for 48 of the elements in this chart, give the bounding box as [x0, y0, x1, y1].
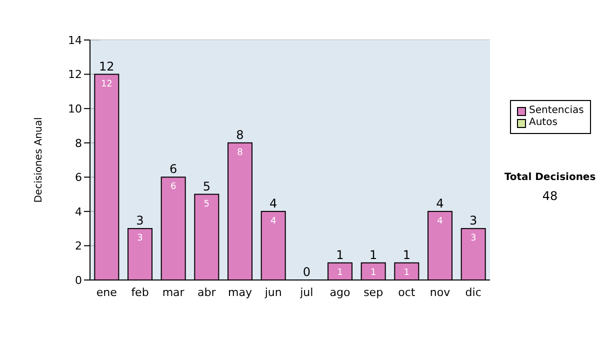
x-tick-label: dic [465, 286, 482, 299]
total-label: 3 [470, 214, 478, 228]
total-label: 4 [436, 196, 444, 210]
total-label: 3 [136, 214, 144, 228]
total-label: 0 [302, 265, 310, 279]
x-tick-label: nov [430, 286, 451, 299]
x-tick-label: jun [264, 286, 282, 299]
y-tick-label: 6 [75, 171, 82, 184]
text: Total Decisiones [503, 172, 597, 183]
total-label: 1 [370, 248, 378, 262]
x-tick-label: mar [162, 286, 185, 299]
y-tick-label: 2 [75, 240, 82, 253]
data-label: 1 [370, 268, 376, 278]
x-tick-label: oct [398, 286, 416, 299]
data-label: 4 [437, 216, 444, 226]
x-tick-label: jul [299, 286, 314, 299]
total-label: 5 [202, 179, 210, 194]
text: 48 [541, 189, 559, 203]
data-label: 6 [170, 182, 176, 192]
y-axis-title: Decisiones Anual [34, 117, 45, 203]
data-label: 4 [270, 216, 276, 226]
data-label: 5 [204, 199, 210, 210]
legend-label: Autos [529, 117, 558, 129]
total-label: 1 [336, 248, 344, 262]
y-tick-label: 0 [75, 274, 82, 287]
x-tick-label: ene [96, 286, 118, 299]
data-label: 8 [237, 148, 244, 158]
data-label: 12 [100, 79, 112, 90]
total-label: 4 [270, 196, 278, 210]
data-label: 3 [137, 234, 143, 244]
x-tick-label: feb [131, 286, 149, 299]
y-tick-label: 8 [75, 136, 82, 150]
data-label: 1 [337, 268, 343, 278]
y-tick-label: 12 [68, 68, 82, 82]
x-tick-label: ago [330, 286, 350, 299]
legend-label: Sentencias [529, 105, 584, 117]
total-label: 8 [236, 128, 244, 142]
data-label: 3 [470, 234, 476, 244]
y-tick-label: 4 [75, 205, 82, 218]
y-tick-label: 14 [68, 34, 82, 47]
total-label: 6 [170, 162, 178, 176]
total-label: 1 [402, 248, 410, 262]
x-tick-label: abr [198, 286, 216, 299]
y-tick-label: 10 [68, 102, 82, 116]
x-tick-label: sep [364, 286, 384, 299]
total-label: 12 [99, 59, 114, 74]
x-tick-label: may [228, 286, 252, 299]
data-label: 1 [404, 268, 410, 278]
